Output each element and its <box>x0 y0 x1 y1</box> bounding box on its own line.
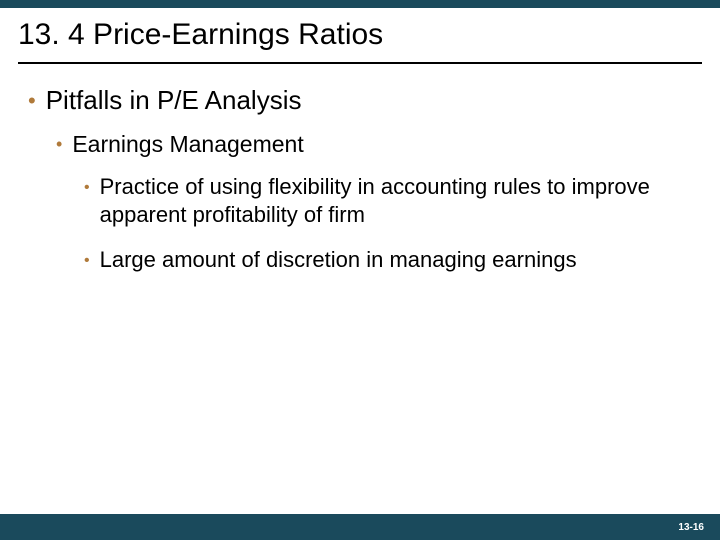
bullet-text: Pitfalls in P/E Analysis <box>46 84 302 117</box>
bullet-text: Practice of using flexibility in account… <box>100 173 660 230</box>
slide-title: 13. 4 Price-Earnings Ratios <box>18 16 702 60</box>
bullet-text: Large amount of discretion in managing e… <box>100 246 577 275</box>
bullet-icon: • <box>84 178 90 197</box>
slide-content: • Pitfalls in P/E Analysis • Earnings Ma… <box>0 64 720 275</box>
header-bar <box>0 0 720 8</box>
bullet-level3: • Large amount of discretion in managing… <box>84 246 692 275</box>
bullet-icon: • <box>56 134 62 156</box>
bullet-level2: • Earnings Management <box>56 130 692 159</box>
page-number: 13-16 <box>678 522 704 533</box>
bullet-icon: • <box>28 88 36 114</box>
bullet-level3: • Practice of using flexibility in accou… <box>84 173 692 230</box>
footer-bar: 13-16 <box>0 514 720 540</box>
bullet-icon: • <box>84 251 90 270</box>
bullet-text: Earnings Management <box>72 130 303 159</box>
title-section: 13. 4 Price-Earnings Ratios <box>0 8 720 64</box>
bullet-level1: • Pitfalls in P/E Analysis <box>28 84 692 117</box>
